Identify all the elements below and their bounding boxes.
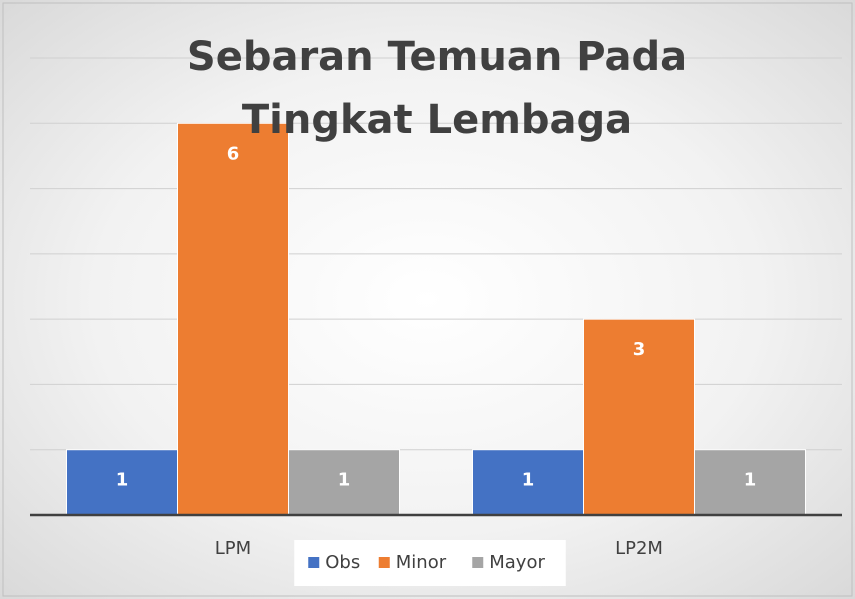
bar — [472, 449, 584, 516]
legend-label: Obs — [325, 552, 360, 573]
legend-swatch — [472, 557, 484, 568]
bar — [288, 449, 400, 516]
x-tick-label: LP2M — [615, 538, 663, 559]
legend-label: Mayor — [489, 552, 545, 573]
data-label: 1 — [116, 470, 129, 491]
chart-title: Sebaran Temuan Pada Tingkat Lembaga — [186, 34, 688, 143]
data-label: 3 — [633, 339, 646, 360]
data-label: 1 — [744, 470, 757, 491]
bar — [583, 318, 695, 516]
data-label: 6 — [227, 143, 240, 164]
bar — [66, 449, 178, 516]
data-label: 1 — [522, 470, 535, 491]
legend: Obs Minor Mayor — [294, 540, 566, 586]
data-label: 1 — [338, 470, 351, 491]
bar — [177, 122, 289, 516]
legend-label: Minor — [396, 552, 447, 573]
legend-swatch — [308, 557, 320, 568]
legend-box — [294, 540, 566, 586]
legend-swatch — [378, 557, 390, 568]
x-tick-label: LPM — [215, 538, 251, 559]
